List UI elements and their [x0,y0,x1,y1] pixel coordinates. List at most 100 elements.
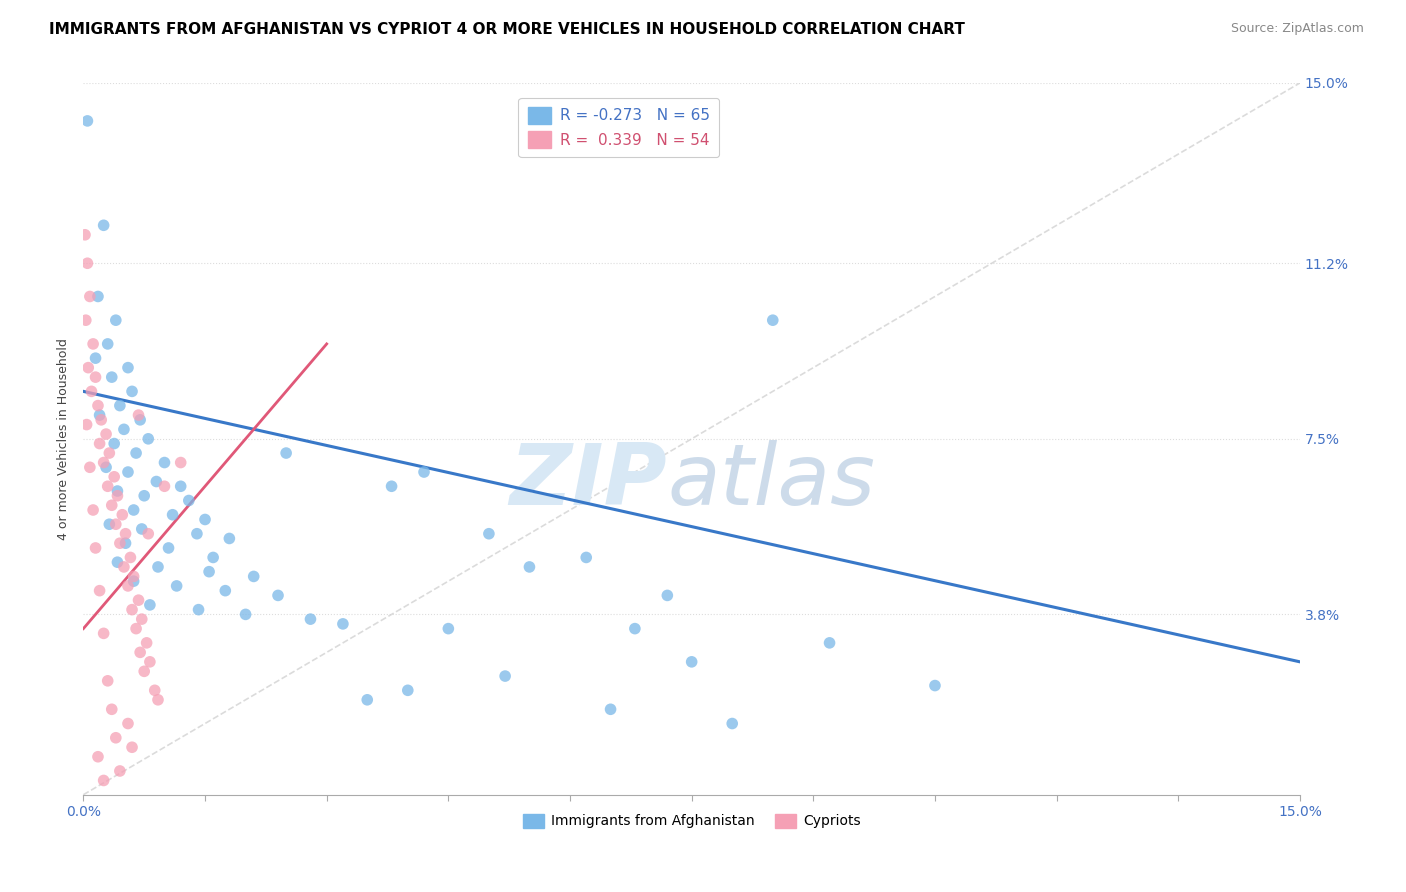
Point [762,313,785,327]
Point [624,622,647,636]
Point [413,465,436,479]
Point [82,503,104,517]
Point [128,593,150,607]
Point [84,541,107,555]
Point [100,498,122,512]
Point [87,749,110,764]
Text: atlas: atlas [668,440,876,523]
Point [103,470,125,484]
Point [107,555,129,569]
Point [87,399,110,413]
Point [117,465,139,479]
Point [122,569,145,583]
Point [218,532,240,546]
Point [76,417,98,432]
Point [97,337,120,351]
Point [721,716,744,731]
Point [80,384,103,399]
Point [104,313,127,327]
Point [924,679,946,693]
Point [135,636,157,650]
Point [122,503,145,517]
Point [87,289,110,303]
Point [494,669,516,683]
Point [145,475,167,489]
Point [139,655,162,669]
Point [242,569,264,583]
Point [153,456,176,470]
Point [94,427,117,442]
Point [117,716,139,731]
Point [157,541,180,555]
Point [82,337,104,351]
Point [84,370,107,384]
Point [599,702,621,716]
Point [108,399,131,413]
Point [276,446,298,460]
Point [100,702,122,716]
Point [89,408,111,422]
Point [79,460,101,475]
Point [108,536,131,550]
Point [93,456,115,470]
Point [356,693,378,707]
Point [177,493,200,508]
Point [114,536,136,550]
Point [104,517,127,532]
Point [75,313,97,327]
Point [136,432,159,446]
Point [112,560,135,574]
Point [139,598,162,612]
Point [112,422,135,436]
Point [146,560,169,574]
Point [89,583,111,598]
Point [194,512,217,526]
Point [235,607,257,622]
Point [94,460,117,475]
Point [299,612,322,626]
Point [134,665,156,679]
Point [111,508,134,522]
Point [134,489,156,503]
Point [129,413,152,427]
Point [114,526,136,541]
Point [93,626,115,640]
Legend: Immigrants from Afghanistan, Cypriots: Immigrants from Afghanistan, Cypriots [517,808,866,834]
Point [97,479,120,493]
Point [202,550,225,565]
Point [186,526,208,541]
Text: IMMIGRANTS FROM AFGHANISTAN VS CYPRIOT 4 OR MORE VEHICLES IN HOUSEHOLD CORRELATI: IMMIGRANTS FROM AFGHANISTAN VS CYPRIOT 4… [49,22,965,37]
Point [117,360,139,375]
Point [267,588,290,602]
Point [76,256,98,270]
Point [125,622,148,636]
Point [129,645,152,659]
Point [121,740,143,755]
Point [170,456,193,470]
Point [437,622,460,636]
Point [381,479,404,493]
Point [657,588,679,602]
Point [84,351,107,366]
Point [575,550,598,565]
Point [681,655,703,669]
Point [478,526,501,541]
Point [131,522,153,536]
Point [332,616,354,631]
Point [519,560,541,574]
Text: ZIP: ZIP [510,440,668,523]
Point [107,483,129,498]
Point [98,446,121,460]
Point [120,550,142,565]
Point [90,413,112,427]
Point [93,219,115,233]
Point [98,517,121,532]
Point [107,489,129,503]
Point [89,436,111,450]
Point [100,370,122,384]
Text: Source: ZipAtlas.com: Source: ZipAtlas.com [1230,22,1364,36]
Point [170,479,193,493]
Point [198,565,221,579]
Point [79,289,101,303]
Point [214,583,236,598]
